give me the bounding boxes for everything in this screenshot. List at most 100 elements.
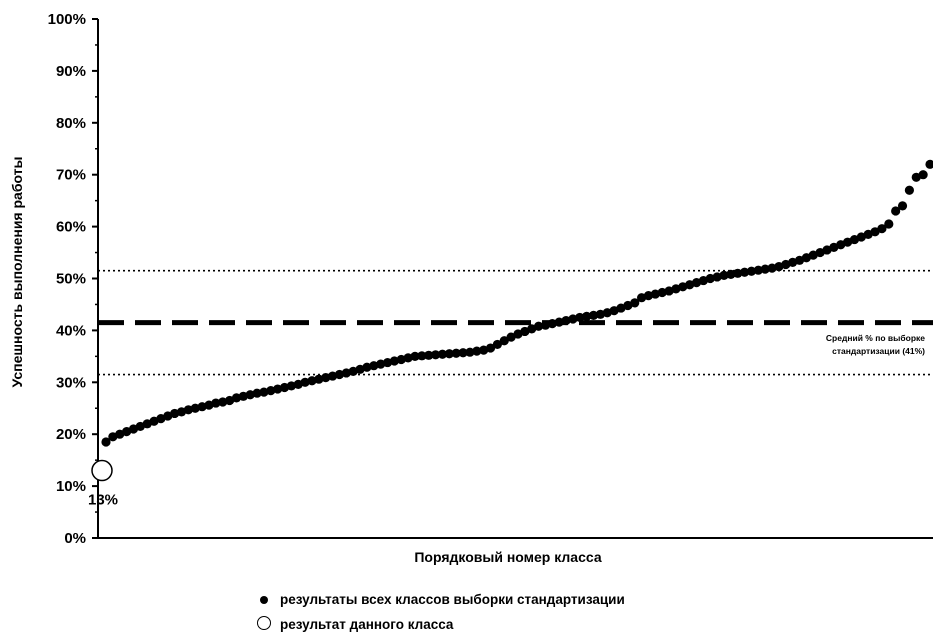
data-point xyxy=(740,267,750,277)
y-axis-title: Успешность выполнения работы xyxy=(9,157,25,388)
data-point xyxy=(211,398,221,408)
data-point xyxy=(746,266,757,276)
data-point xyxy=(492,339,502,350)
data-point xyxy=(547,319,557,329)
data-point xyxy=(376,359,386,369)
data-point xyxy=(472,346,482,356)
data-point xyxy=(719,270,729,280)
data-point xyxy=(458,348,468,358)
mean-annotation-line-1: Средний % по выборке xyxy=(826,333,925,343)
data-point xyxy=(218,397,228,407)
y-tick-label: 50% xyxy=(56,271,86,288)
legend-label-this-class: результат данного класса xyxy=(280,617,454,632)
data-point xyxy=(643,291,654,301)
filled-dot-icon xyxy=(256,592,272,607)
data-point xyxy=(918,170,928,180)
legend-label-all-classes: результаты всех классов выборки стандарт… xyxy=(280,592,625,607)
data-point xyxy=(341,368,351,378)
data-point xyxy=(540,320,551,330)
data-point xyxy=(403,353,413,363)
data-point xyxy=(534,321,544,331)
data-point xyxy=(444,349,454,359)
y-tick-label: 70% xyxy=(56,167,86,184)
data-point xyxy=(767,263,777,273)
data-point xyxy=(877,224,887,234)
open-circle-icon xyxy=(256,616,272,633)
data-point xyxy=(897,201,908,211)
data-point xyxy=(630,298,640,308)
data-point xyxy=(328,371,338,381)
data-point xyxy=(334,369,345,380)
data-point xyxy=(891,206,901,216)
data-point xyxy=(904,185,915,195)
y-tick-label: 80% xyxy=(56,115,86,132)
data-point xyxy=(286,381,296,391)
data-point xyxy=(362,362,372,372)
data-point xyxy=(705,273,715,284)
data-point xyxy=(273,384,283,394)
data-point xyxy=(712,272,722,282)
x-axis-title: Порядковый номер класса xyxy=(414,549,601,565)
data-point xyxy=(650,289,660,299)
scatter-chart: 0% 10% 20% 30% 40% 50% 60% 70% 80% 90% 100% Успешн… xyxy=(9,11,933,565)
data-point xyxy=(431,350,441,360)
y-axis-ticks: 0% 10% 20% 30% 40% 50% 60% 70% 80% 90% 100% xyxy=(48,11,98,547)
data-point xyxy=(575,312,585,323)
data-point xyxy=(733,268,743,278)
data-point xyxy=(307,376,317,386)
mean-annotation-line-2: стандартизации (41%) xyxy=(832,346,925,356)
data-point xyxy=(424,350,434,360)
y-tick-label: 40% xyxy=(56,322,86,339)
data-point xyxy=(183,405,193,415)
data-point xyxy=(417,351,427,361)
data-point xyxy=(884,219,894,229)
data-point xyxy=(300,377,310,387)
data-point xyxy=(197,402,207,412)
data-point xyxy=(238,391,248,401)
data-point xyxy=(554,317,564,327)
data-point xyxy=(760,264,770,274)
data-point xyxy=(499,336,509,346)
data-point xyxy=(101,437,111,447)
data-points xyxy=(101,159,933,447)
data-point xyxy=(465,347,475,357)
y-tick-label: 90% xyxy=(56,63,86,80)
data-point xyxy=(568,314,578,324)
data-point xyxy=(382,357,393,368)
data-point xyxy=(437,349,448,359)
data-point xyxy=(231,393,242,403)
data-point xyxy=(396,354,406,365)
data-point xyxy=(389,356,399,366)
this-class-value-label: 13% xyxy=(88,492,118,509)
y-tick-label: 20% xyxy=(56,426,86,443)
data-point xyxy=(595,309,606,319)
data-point xyxy=(314,374,324,384)
y-tick-label: 100% xyxy=(48,11,86,28)
data-point xyxy=(485,343,496,353)
data-point xyxy=(190,403,200,413)
data-point xyxy=(170,408,180,419)
y-tick-label: 60% xyxy=(56,219,86,236)
data-point xyxy=(582,311,592,321)
data-point xyxy=(753,265,763,275)
data-point xyxy=(506,332,516,342)
data-point xyxy=(451,348,461,358)
mean-line-annotation: Средний % по выборке стандартизации (41%… xyxy=(826,333,925,356)
data-point xyxy=(266,386,276,396)
data-point xyxy=(726,269,736,279)
data-point xyxy=(259,387,269,397)
data-point xyxy=(657,287,667,298)
data-point xyxy=(252,388,262,398)
data-point xyxy=(410,351,420,361)
y-tick-label: 10% xyxy=(56,478,86,495)
legend-item-all-classes: результаты всех классов выборки стандарт… xyxy=(256,592,625,607)
this-class-point xyxy=(91,459,113,482)
data-point xyxy=(925,159,933,169)
data-point xyxy=(561,315,571,326)
y-tick-label: 30% xyxy=(56,374,86,391)
data-point xyxy=(870,227,880,237)
data-point xyxy=(245,390,255,400)
reference-lines xyxy=(98,269,933,376)
legend-item-this-class: результат данного класса xyxy=(256,616,453,633)
y-tick-label: 0% xyxy=(64,530,86,547)
